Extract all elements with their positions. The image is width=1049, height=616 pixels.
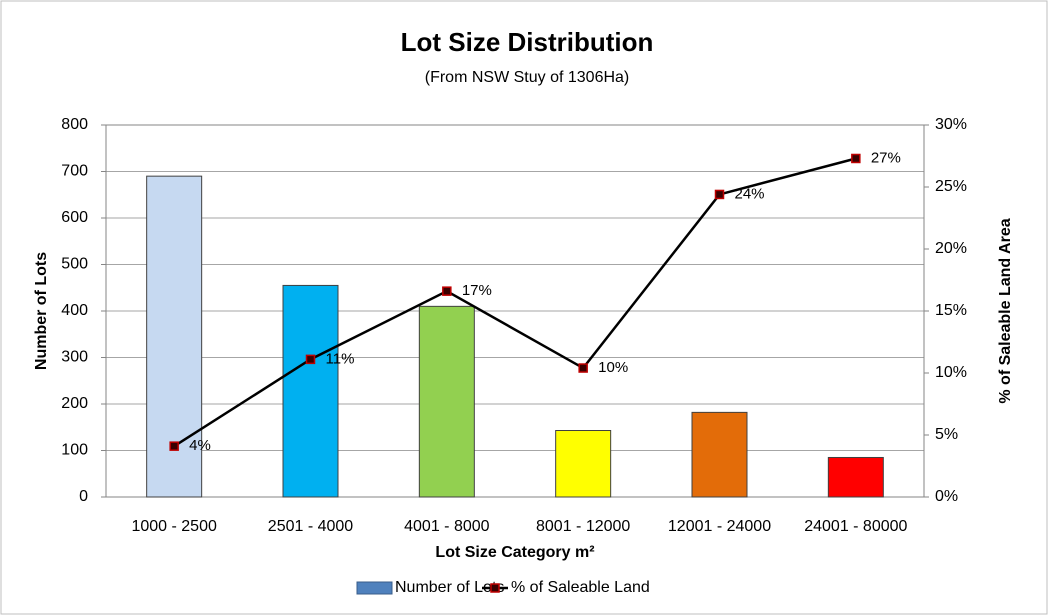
- y-tick-label: 700: [61, 163, 88, 180]
- data-label: 27%: [871, 149, 901, 166]
- y-tick-label: 0: [79, 488, 88, 505]
- x-tick-label: 24001 - 80000: [804, 518, 907, 535]
- y-tick-label: 300: [61, 349, 88, 366]
- y2-tick-label: 20%: [935, 240, 967, 257]
- y-tick-label: 400: [61, 302, 88, 319]
- line-marker: [851, 153, 861, 164]
- y-tick-label: 800: [61, 116, 88, 133]
- bar: [418, 305, 475, 498]
- line-marker: [714, 189, 725, 200]
- line-marker: [442, 286, 452, 296]
- line-marker: [578, 363, 588, 373]
- y2-tick-label: 30%: [935, 116, 967, 133]
- data-label: 11%: [326, 350, 355, 367]
- bar: [282, 284, 339, 498]
- y-tick-label: 200: [61, 395, 88, 412]
- y-tick-label: 100: [61, 442, 88, 459]
- line: [173, 157, 857, 448]
- chart-title: Lot Size Distribution: [401, 27, 654, 57]
- bar: [827, 456, 884, 498]
- data-label: 24%: [735, 185, 765, 202]
- line-marker: [305, 354, 316, 365]
- x-axis-label: Lot Size Category m²: [435, 544, 594, 561]
- legend-marker: [490, 583, 500, 593]
- chart-subtitle: (From NSW Stuy of 1306Ha): [425, 69, 630, 86]
- y2-tick-label: 5%: [935, 426, 958, 443]
- y-tick-label: 500: [61, 256, 88, 273]
- plot-frame: [105, 124, 925, 498]
- data-label: 10%: [598, 359, 628, 376]
- line-marker: [169, 441, 179, 451]
- y2-tick-label: 10%: [935, 364, 967, 381]
- y-axis-label: Number of Lots: [33, 252, 50, 370]
- y2-tick-label: 0%: [935, 488, 958, 505]
- x-tick-label: 12001 - 24000: [668, 518, 771, 535]
- x-tick-label: 4001 - 8000: [404, 518, 490, 535]
- y2-tick-label: 15%: [935, 302, 967, 319]
- y2-axis-label: % of Saleable Land Area: [997, 218, 1014, 403]
- y-tick-label: 600: [61, 209, 88, 226]
- legend-label: Number of Lots: [395, 579, 504, 596]
- data-label: 17%: [462, 282, 492, 299]
- legend-label: % of Saleable Land: [511, 579, 650, 596]
- bar: [691, 411, 748, 498]
- x-tick-label: 8001 - 12000: [536, 518, 630, 535]
- bar: [555, 430, 612, 498]
- y2-tick-label: 25%: [935, 178, 967, 195]
- x-tick-label: 2501 - 4000: [268, 518, 354, 535]
- legend-swatch: [356, 581, 393, 595]
- data-label: 4%: [189, 437, 211, 454]
- x-tick-label: 1000 - 2500: [131, 518, 217, 535]
